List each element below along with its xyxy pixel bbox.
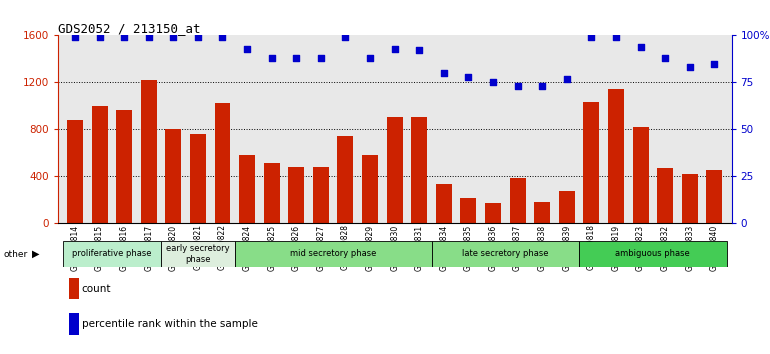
Point bbox=[241, 46, 253, 51]
Text: percentile rank within the sample: percentile rank within the sample bbox=[82, 319, 257, 329]
Point bbox=[290, 55, 303, 61]
Point bbox=[536, 83, 548, 89]
Point bbox=[69, 34, 81, 40]
Point bbox=[315, 55, 327, 61]
Bar bbox=[235, 241, 431, 267]
Bar bbox=[116, 110, 132, 223]
Point bbox=[659, 55, 671, 61]
Bar bbox=[387, 118, 403, 223]
Point bbox=[585, 34, 598, 40]
Bar bbox=[436, 184, 452, 223]
Point bbox=[610, 34, 622, 40]
Bar bbox=[313, 167, 329, 223]
Bar bbox=[288, 167, 304, 223]
Bar bbox=[62, 241, 161, 267]
Point bbox=[93, 34, 105, 40]
Text: mid secretory phase: mid secretory phase bbox=[290, 250, 377, 258]
Bar bbox=[411, 118, 427, 223]
Text: other: other bbox=[4, 250, 28, 259]
Bar bbox=[579, 241, 727, 267]
Bar bbox=[460, 198, 477, 223]
Text: GDS2052 / 213150_at: GDS2052 / 213150_at bbox=[58, 22, 200, 35]
Bar bbox=[510, 178, 526, 223]
Point bbox=[167, 34, 179, 40]
Point bbox=[462, 74, 474, 80]
Point bbox=[388, 46, 400, 51]
Bar bbox=[263, 163, 280, 223]
Point bbox=[340, 34, 352, 40]
Bar bbox=[362, 155, 378, 223]
Bar bbox=[190, 134, 206, 223]
Bar bbox=[239, 155, 255, 223]
Bar bbox=[706, 170, 722, 223]
Bar bbox=[657, 168, 673, 223]
Text: ▶: ▶ bbox=[32, 249, 40, 259]
Bar bbox=[161, 241, 235, 267]
Bar bbox=[215, 103, 230, 223]
Point bbox=[364, 55, 377, 61]
Point bbox=[561, 76, 573, 81]
Point bbox=[437, 70, 450, 76]
Point bbox=[216, 34, 229, 40]
Bar bbox=[534, 202, 550, 223]
Point bbox=[192, 34, 204, 40]
Text: ambiguous phase: ambiguous phase bbox=[615, 250, 690, 258]
Point bbox=[511, 83, 524, 89]
Text: early secretory
phase: early secretory phase bbox=[166, 244, 229, 264]
Point bbox=[708, 61, 721, 67]
Text: count: count bbox=[82, 284, 111, 293]
Bar bbox=[166, 129, 181, 223]
Bar bbox=[485, 203, 501, 223]
Point bbox=[634, 44, 647, 50]
Text: proliferative phase: proliferative phase bbox=[72, 250, 152, 258]
Bar bbox=[608, 89, 624, 223]
Point bbox=[487, 79, 499, 85]
Bar bbox=[92, 106, 108, 223]
Bar bbox=[67, 120, 83, 223]
Bar bbox=[584, 102, 599, 223]
Bar bbox=[632, 127, 648, 223]
Bar bbox=[559, 192, 574, 223]
Point bbox=[142, 34, 155, 40]
Bar bbox=[337, 136, 353, 223]
Point bbox=[684, 64, 696, 70]
Text: late secretory phase: late secretory phase bbox=[462, 250, 548, 258]
Bar bbox=[681, 174, 698, 223]
Bar bbox=[431, 241, 579, 267]
Point bbox=[118, 34, 130, 40]
Point bbox=[413, 47, 425, 53]
Point bbox=[266, 55, 278, 61]
Bar bbox=[141, 80, 157, 223]
